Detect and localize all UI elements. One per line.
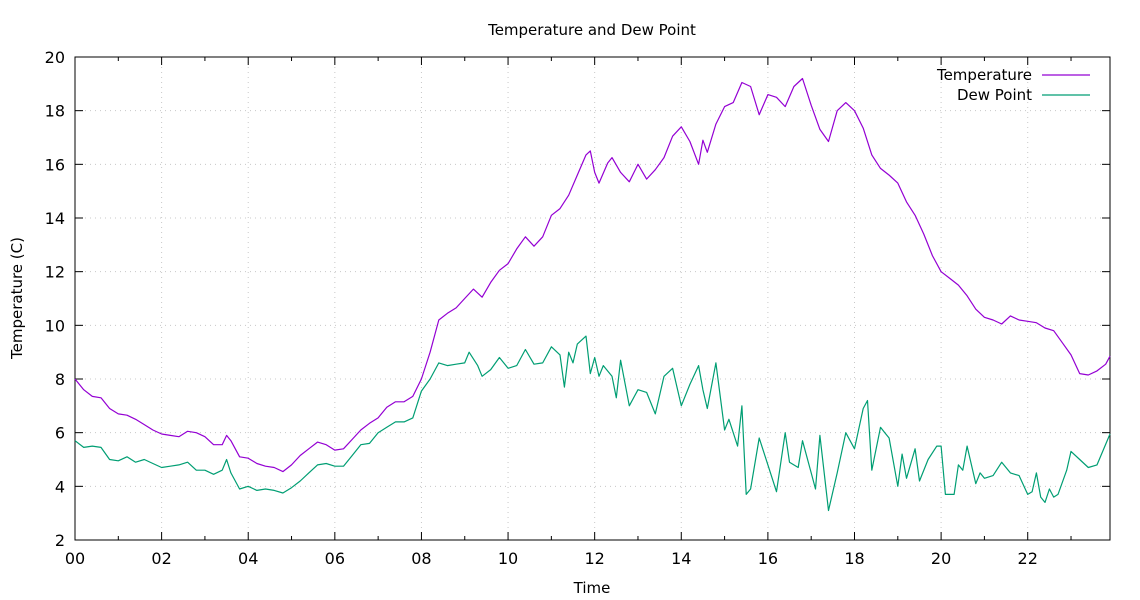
plot-frame xyxy=(74,56,1111,541)
legend: Temperature Dew Point xyxy=(936,66,1090,104)
y-tick-label: 8 xyxy=(55,370,65,389)
y-tick-label: 18 xyxy=(45,102,65,121)
x-tick-label: 20 xyxy=(931,549,951,568)
y-tick-label: 12 xyxy=(45,263,65,282)
series-line-temperature xyxy=(74,77,1111,473)
series-lines xyxy=(74,77,1111,512)
y-tick-label: 10 xyxy=(45,316,65,335)
x-tick-label: 08 xyxy=(411,549,431,568)
legend-label-dew-point: Dew Point xyxy=(957,86,1032,104)
y-tick-label: 6 xyxy=(55,424,65,443)
x-tick-label: 00 xyxy=(65,549,85,568)
y-tick-label: 20 xyxy=(45,48,65,67)
y-tick-label: 16 xyxy=(45,155,65,174)
y-tick-label: 14 xyxy=(45,209,65,228)
series-line-dew-point xyxy=(74,335,1111,512)
x-axis-title: Time xyxy=(573,579,611,597)
y-tick-label: 4 xyxy=(55,477,65,496)
y-tick-label: 2 xyxy=(55,531,65,550)
x-tick-label: 04 xyxy=(238,549,258,568)
x-tick-label: 18 xyxy=(844,549,864,568)
y-axis-title: Temperature (C) xyxy=(8,237,26,360)
grid-lines xyxy=(75,57,1110,540)
x-tick-label: 02 xyxy=(151,549,171,568)
x-tick-label: 16 xyxy=(758,549,778,568)
x-tick-label: 22 xyxy=(1018,549,1038,568)
legend-label-temperature: Temperature xyxy=(936,66,1032,84)
x-tick-label: 12 xyxy=(584,549,604,568)
x-tick-label: 14 xyxy=(671,549,691,568)
chart-title: Temperature and Dew Point xyxy=(487,21,696,39)
x-tick-label: 10 xyxy=(498,549,518,568)
x-tick-label: 06 xyxy=(325,549,345,568)
